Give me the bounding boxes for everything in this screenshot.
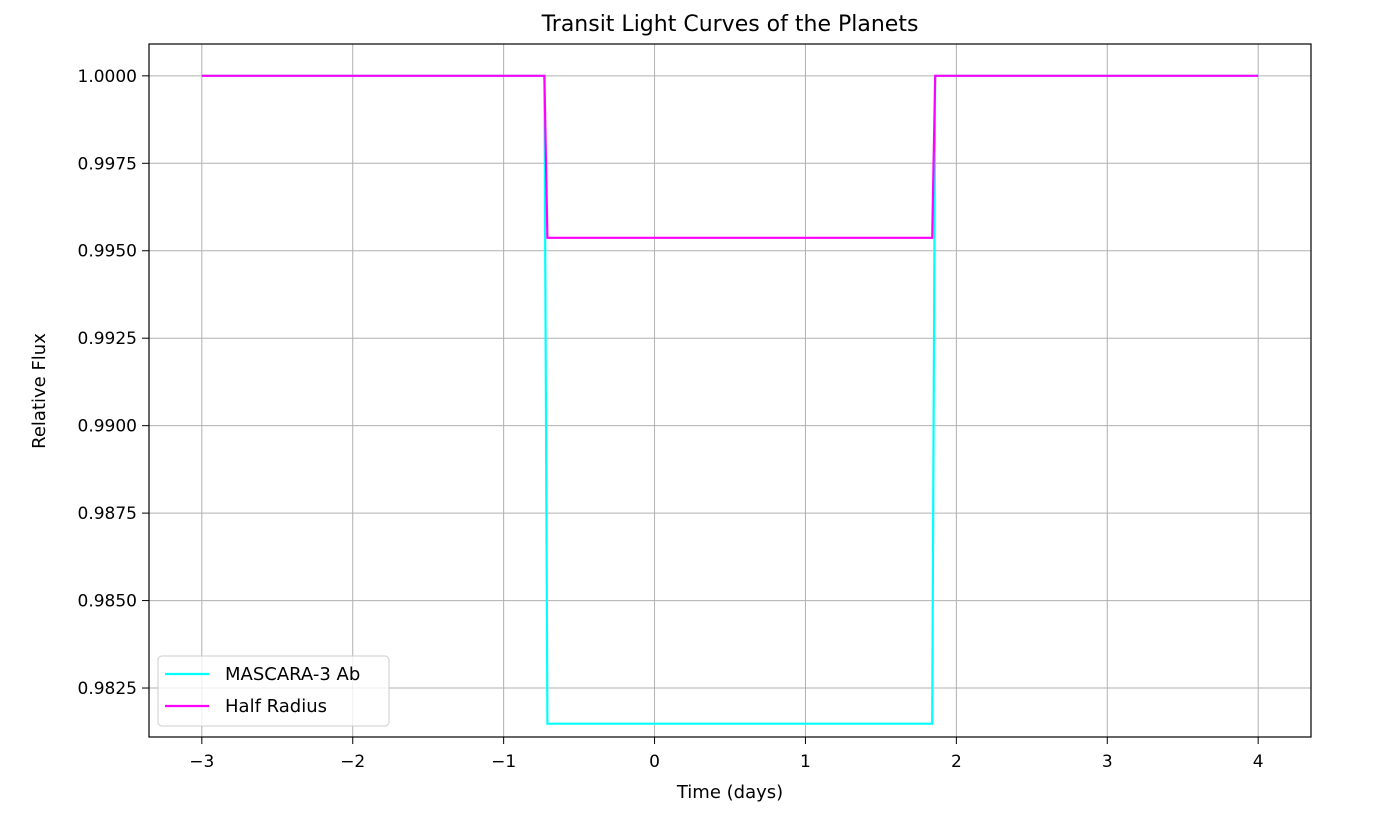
- y-tick-label: 0.9950: [78, 242, 137, 262]
- series-line-mascara-3-ab: [201, 74, 1259, 725]
- x-tick-label: 4: [1253, 752, 1264, 772]
- x-axis-label: Time (days): [676, 782, 783, 803]
- y-tick-label: 1.0000: [78, 67, 137, 87]
- legend: MASCARA-3 Ab Half Radius: [157, 655, 390, 727]
- x-axis-ticks: −3 −2 −1 0 1 2 3 4: [189, 737, 1264, 772]
- x-tick-label: −1: [491, 752, 516, 772]
- x-tick-label: 2: [951, 752, 962, 772]
- plot-frame: [148, 43, 1312, 738]
- series-lines: [201, 74, 1259, 725]
- legend-label-half-radius: Half Radius: [225, 696, 327, 717]
- x-tick-label: 3: [1102, 752, 1113, 772]
- x-tick-label: −2: [340, 752, 365, 772]
- y-axis-label: Relative Flux: [29, 333, 50, 449]
- legend-box: [157, 655, 390, 727]
- x-tick-label: −3: [189, 752, 214, 772]
- y-tick-label: 0.9875: [78, 504, 137, 524]
- legend-label-mascara: MASCARA-3 Ab: [225, 664, 360, 685]
- grid-lines: [149, 44, 1311, 737]
- chart-title: Transit Light Curves of the Planets: [541, 12, 919, 37]
- x-tick-label: 1: [800, 752, 811, 772]
- y-tick-label: 0.9825: [78, 679, 137, 699]
- y-tick-label: 0.9900: [78, 417, 137, 437]
- y-tick-label: 0.9850: [78, 592, 137, 612]
- x-tick-label: 0: [649, 752, 660, 772]
- y-tick-label: 0.9975: [78, 154, 137, 174]
- y-tick-label: 0.9925: [78, 329, 137, 349]
- series-line-half-radius: [201, 74, 1259, 239]
- y-axis-ticks: 0.9825 0.9850 0.9875 0.9900 0.9925 0.9950 0.99…: [78, 67, 149, 699]
